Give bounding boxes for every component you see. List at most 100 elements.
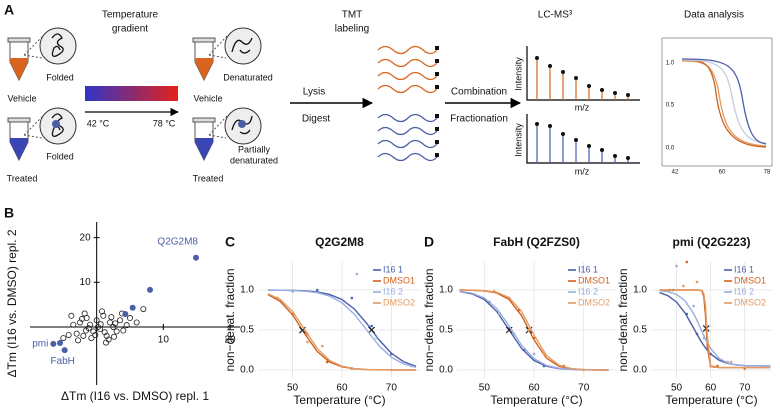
tube-treated-end (192, 107, 262, 162)
legend-label: I16 1 (383, 264, 403, 274)
step-label: Lysis (303, 87, 325, 98)
panel-letter: D (424, 234, 434, 250)
state-label: denaturated (230, 155, 278, 165)
tube-vehicle-start (7, 27, 77, 82)
y-axis-label: ΔTm (I16 vs. DMSO) repl. 2 (5, 229, 19, 377)
point (375, 336, 378, 340)
legend-label: DMSO1 (383, 275, 415, 285)
point (112, 320, 119, 327)
point (552, 366, 556, 369)
point (120, 327, 127, 334)
y-axis-label: non−denat. fraction (223, 268, 237, 371)
spectrum (526, 46, 640, 101)
mini-plot (661, 37, 773, 167)
point (370, 324, 373, 328)
point (729, 360, 733, 364)
point (709, 364, 712, 368)
point (685, 260, 689, 264)
spectrum (526, 114, 640, 164)
point (532, 352, 536, 356)
y-axis-label: non−denat. fraction (422, 268, 436, 371)
panel-letter: B (4, 205, 14, 221)
point (111, 333, 118, 340)
point (97, 321, 104, 328)
tm-marker (368, 326, 376, 334)
x-tick-label: 60 (528, 383, 540, 394)
point (93, 317, 100, 324)
legend-label: DMSO2 (383, 297, 415, 307)
point (110, 323, 117, 330)
point (140, 306, 147, 313)
point (81, 310, 88, 317)
state-label: Folded (46, 151, 74, 161)
x-tick-label: 20 (224, 335, 236, 346)
temperature-label: 78 °C (153, 118, 176, 128)
point (695, 332, 699, 336)
point (107, 319, 114, 326)
sample-label: Treated (7, 173, 38, 183)
point (582, 368, 586, 372)
point (685, 312, 689, 316)
step-title: Data analysis (684, 10, 744, 21)
point (101, 329, 108, 336)
y-tick-label: 1.0 (240, 285, 254, 296)
point-label: pmi (32, 339, 48, 350)
point (692, 304, 695, 308)
point (306, 340, 309, 344)
panel-a: A Folded Vehicle Folded Treated Temperat… (4, 2, 773, 183)
y-tick-label: 10 (80, 277, 92, 288)
y-tick-label: 0.0 (633, 365, 647, 376)
y-tick-label: 20 (80, 232, 92, 243)
x-axis-label: Temperature (°C) (293, 393, 385, 407)
panel: D FabH (Q2FZS0) 50 60 70 0.0 0.5 1.0 I16 1DMSO1I… (422, 234, 616, 407)
x-tick-label: 70 (386, 383, 398, 394)
panel-letter: C (225, 234, 235, 250)
legend-label: I16 2 (383, 286, 403, 296)
x-tick-label: 50 (287, 383, 299, 394)
plot-area (457, 262, 616, 378)
point (695, 280, 699, 284)
state-label: Denaturated (223, 72, 273, 82)
y-tick-label: 1.0 (439, 285, 453, 296)
tube-vehicle-end (192, 27, 262, 82)
point (702, 336, 706, 340)
point (682, 284, 685, 288)
point (133, 319, 140, 326)
x-tick-label: 70 (739, 383, 751, 394)
point (60, 335, 67, 342)
point (108, 314, 115, 321)
peptides (377, 45, 439, 162)
state-label: Folded (46, 72, 74, 82)
point (325, 360, 329, 364)
point (542, 364, 546, 368)
tick-label: 42 (672, 170, 679, 176)
step-label: Fractionation (450, 114, 508, 125)
panel-letter: A (4, 2, 14, 18)
tick-label: 1.0 (666, 61, 675, 67)
x-tick-label: 70 (578, 383, 590, 394)
legend-label: DMSO1 (734, 275, 766, 285)
point (350, 296, 354, 300)
tick-label: 0.5 (666, 103, 675, 109)
step-title: LC-MS³ (538, 10, 573, 21)
point (57, 340, 63, 347)
point (70, 321, 77, 328)
tube-treated-start (7, 107, 77, 162)
point (123, 322, 130, 329)
sample-label: Treated (193, 173, 224, 183)
tick-label: 0.0 (666, 146, 675, 152)
x-tick-label: 10 (158, 335, 170, 346)
point (122, 310, 129, 317)
step-title: labeling (335, 24, 369, 35)
point (73, 330, 80, 337)
sample-label: Vehicle (193, 93, 222, 103)
tick-label: 78 (764, 170, 771, 176)
point (79, 315, 86, 322)
point (409, 364, 413, 368)
point (315, 288, 319, 292)
point (390, 368, 393, 372)
step-label: Digest (302, 114, 331, 125)
point (77, 319, 84, 326)
point (355, 272, 359, 276)
